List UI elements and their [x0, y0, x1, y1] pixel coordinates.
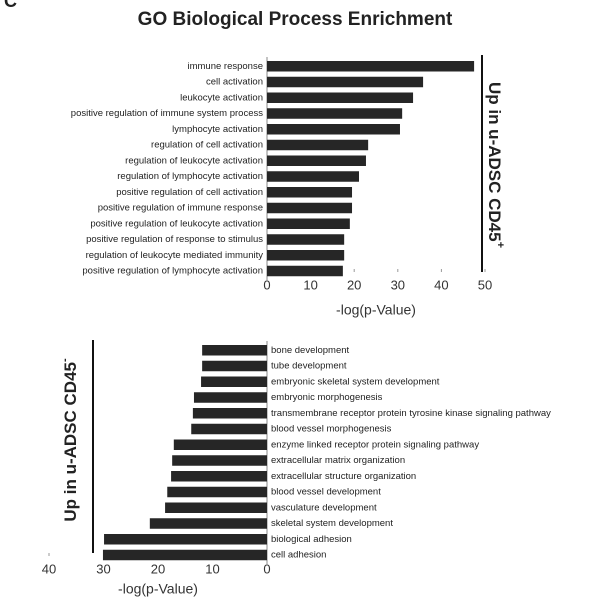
- category-label: embryonic morphogenesis: [271, 392, 383, 403]
- category-label: regulation of lymphocyte activation: [117, 171, 263, 182]
- bar: [192, 408, 267, 419]
- side-label-sup: +: [494, 242, 506, 248]
- category-label: blood vessel development: [271, 487, 381, 498]
- bar: [267, 234, 345, 245]
- x-tick-label: 40: [434, 277, 448, 292]
- bar: [167, 486, 267, 498]
- bar: [172, 455, 267, 466]
- bar: [267, 155, 366, 166]
- category-label: lymphocyte activation: [172, 124, 263, 135]
- category-label: positive regulation of immune response: [98, 203, 263, 214]
- x-tick-label: 30: [96, 561, 110, 576]
- x-tick-label: 20: [347, 277, 361, 292]
- category-label: cell activation: [206, 77, 263, 88]
- category-label: positive regulation of leukocyte activat…: [90, 218, 263, 229]
- category-label: leukocyte activation: [180, 92, 263, 103]
- category-label: biological adhesion: [271, 534, 352, 545]
- category-label: positive regulation of immune system pro…: [71, 108, 263, 119]
- category-label: vasculature development: [271, 502, 377, 513]
- category-label: regulation of cell activation: [151, 140, 263, 151]
- bar: [171, 471, 267, 482]
- bar: [267, 139, 369, 151]
- bar: [202, 345, 267, 356]
- bar: [267, 187, 353, 198]
- x-tick-label: 10: [303, 277, 317, 292]
- x-tick-label: 20: [151, 561, 165, 576]
- category-label: extracellular structure organization: [271, 471, 416, 482]
- bar: [267, 202, 353, 214]
- panel-label: C: [4, 0, 17, 11]
- category-label: positive regulation of lymphocyte activa…: [82, 266, 263, 277]
- x-tick-label: 0: [263, 277, 270, 292]
- category-label: enzyme linked receptor protein signaling…: [271, 439, 479, 450]
- category-label: cell adhesion: [271, 550, 326, 561]
- category-label: skeletal system development: [271, 518, 393, 529]
- category-label: transmembrane receptor protein tyrosine …: [271, 408, 551, 419]
- bar: [267, 76, 424, 88]
- side-label-text: Up in u-ADSC CD45: [485, 82, 504, 242]
- side-label: Up in u-ADSC CD45+: [485, 82, 507, 248]
- side-label: Up in u-ADSC CD45-: [59, 358, 81, 522]
- x-axis-label: -log(p-Value): [336, 302, 416, 318]
- x-tick-label: 0: [263, 561, 270, 576]
- bar: [267, 250, 345, 261]
- bar: [267, 265, 343, 277]
- x-tick-label: 40: [42, 561, 56, 576]
- x-axis-label: -log(p-Value): [118, 581, 198, 597]
- category-label: tube development: [271, 361, 347, 372]
- bar: [267, 61, 475, 72]
- category-label: positive regulation of response to stimu…: [86, 234, 263, 245]
- category-label: bone development: [271, 345, 350, 356]
- side-label-text: Up in u-ADSC CD45: [61, 362, 80, 522]
- bar: [267, 108, 403, 119]
- category-label: extracellular matrix organization: [271, 455, 405, 466]
- x-tick-label: 30: [391, 277, 405, 292]
- bar: [267, 92, 414, 103]
- bar: [267, 124, 400, 135]
- chart-title: GO Biological Process Enrichment: [138, 9, 453, 30]
- bar: [173, 439, 267, 450]
- bar: [201, 376, 267, 387]
- bar: [191, 423, 267, 435]
- category-label: regulation of leukocyte mediated immunit…: [86, 250, 264, 261]
- bar: [102, 549, 267, 561]
- category-label: immune response: [187, 61, 263, 72]
- bar: [193, 392, 267, 403]
- category-label: embryonic skeletal system development: [271, 376, 440, 387]
- bar: [104, 534, 267, 545]
- bar: [165, 502, 267, 513]
- category-label: regulation of leukocyte activation: [125, 155, 263, 166]
- category-label: blood vessel morphogenesis: [271, 424, 392, 435]
- x-tick-label: 10: [205, 561, 219, 576]
- bar: [267, 218, 350, 229]
- bar: [202, 360, 267, 372]
- category-label: positive regulation of cell activation: [116, 187, 263, 198]
- x-tick-label: 50: [478, 277, 492, 292]
- side-label-sup: -: [59, 358, 71, 362]
- bar: [267, 171, 359, 182]
- bar: [149, 518, 267, 529]
